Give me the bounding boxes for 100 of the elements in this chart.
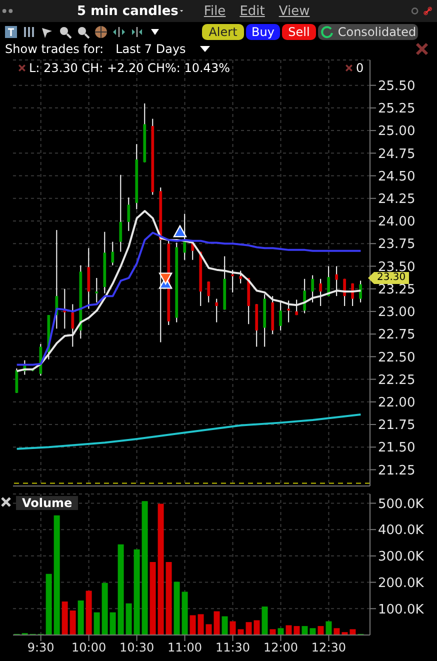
bar — [110, 612, 116, 635]
y-tick-label: 21.25 — [378, 463, 416, 478]
chart-subtitle: L: 23.30 CH: +2.20 CH%: 10.43% — [28, 61, 230, 75]
bar — [302, 626, 308, 635]
text: 23.30 — [374, 272, 409, 284]
bar — [214, 611, 220, 635]
x-tick-label: 10:30 — [120, 640, 154, 655]
bar — [278, 628, 284, 635]
bar — [150, 562, 156, 635]
point — [158, 272, 172, 285]
candlestick — [359, 280, 362, 303]
y-tick-label: 22.50 — [378, 350, 416, 366]
candlestick — [295, 299, 298, 316]
candlestick — [335, 266, 338, 297]
chart-title: Volume — [16, 496, 78, 510]
candlestick — [15, 368, 18, 394]
text: View — [278, 4, 310, 18]
bar — [54, 515, 60, 635]
point — [173, 225, 187, 238]
text: Edit — [240, 4, 265, 18]
y-tick-label: 400.0K — [378, 523, 424, 538]
bar — [190, 615, 196, 635]
bar — [46, 574, 52, 635]
candlestick — [111, 241, 114, 266]
candlestick — [207, 281, 210, 303]
bar — [318, 626, 324, 635]
candlestick — [279, 302, 282, 331]
bar — [310, 628, 316, 635]
x-tick-label: 11:30 — [215, 640, 250, 655]
bar — [334, 628, 340, 635]
y-tick-label: 25.00 — [378, 124, 416, 140]
candlestick — [119, 174, 122, 252]
bar — [86, 590, 92, 635]
y-tick-label: 25.50 — [378, 78, 416, 94]
candlestick — [319, 278, 322, 307]
y-tick-label: 21.50 — [378, 440, 416, 456]
text: Alert — [202, 24, 244, 40]
bar — [94, 612, 100, 635]
text: Sell — [282, 24, 316, 40]
bar — [270, 629, 276, 635]
y-tick-label: 22.75 — [378, 328, 416, 343]
bar — [182, 592, 188, 635]
bar — [134, 549, 140, 635]
text: Buy — [246, 24, 280, 40]
y-tick-label: 23.25 — [378, 282, 416, 298]
y-tick-label: 21.75 — [378, 418, 416, 434]
x-tick-label: 9:30 — [27, 640, 54, 655]
y-tick-label: 300.0K — [378, 550, 424, 565]
bar — [62, 602, 68, 635]
y-tick-label: 22.00 — [378, 396, 416, 410]
y-tick-label: 25.25 — [378, 102, 416, 117]
annotation: 0 — [355, 61, 364, 75]
bar — [262, 606, 268, 635]
bar — [166, 562, 172, 635]
bar — [206, 624, 212, 635]
candlestick — [71, 304, 74, 348]
y-tick-label: 22.25 — [378, 372, 416, 388]
y-tick-label: 500.0K — [378, 496, 424, 512]
candlestick — [95, 277, 98, 303]
y-tick-label: 24.25 — [378, 192, 416, 207]
bar — [198, 614, 204, 635]
bar — [70, 610, 76, 635]
bar — [238, 629, 244, 635]
text: Show trades for: — [5, 42, 104, 56]
y-tick-label: 23.00 — [378, 305, 416, 320]
bar — [158, 504, 164, 635]
chart-title: 5 min candles — [77, 4, 178, 18]
y-tick-label: 23.75 — [378, 237, 416, 252]
bar — [350, 629, 356, 635]
bar — [142, 501, 148, 635]
x-tick-label: 11:00 — [167, 640, 202, 655]
y-tick-label: 200.0K — [378, 576, 424, 591]
y-tick-label: 24.50 — [378, 169, 416, 184]
bar — [102, 582, 108, 635]
y-tick-label: 24.00 — [378, 214, 416, 230]
bar — [326, 621, 332, 635]
candlestick — [343, 278, 346, 307]
bar — [286, 625, 292, 635]
x-tick-label: 10:00 — [72, 640, 106, 655]
text: Last 7 Days — [116, 42, 186, 56]
x-tick-label: 12:30 — [311, 640, 346, 655]
line-series — [16, 414, 362, 450]
bar — [222, 616, 228, 635]
candlestick — [239, 270, 242, 284]
bar — [294, 626, 300, 635]
bar — [254, 620, 260, 635]
candlestick — [303, 278, 306, 314]
text: File — [204, 4, 226, 18]
bar — [126, 603, 132, 635]
bar — [230, 621, 236, 635]
candlestick — [287, 300, 290, 323]
candlestick — [215, 298, 218, 323]
text: Consolidated — [318, 24, 418, 40]
bar — [118, 544, 124, 635]
x-tick-label: 12:00 — [263, 640, 298, 655]
bar — [78, 600, 84, 635]
y-tick-label: 100.0K — [378, 602, 424, 618]
candlestick — [311, 274, 314, 303]
bar — [246, 622, 252, 635]
candlestick — [127, 196, 130, 232]
